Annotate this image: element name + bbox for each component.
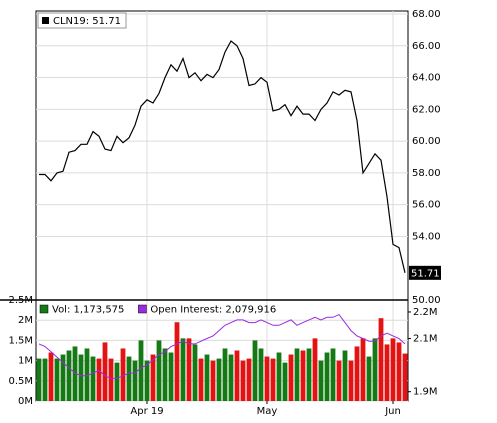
volume-bar xyxy=(300,350,306,401)
y-tick-label: 1.5M xyxy=(8,335,33,346)
volume-bar xyxy=(264,356,270,401)
volume-bar xyxy=(78,354,84,401)
volume-bar xyxy=(276,352,282,401)
volume-bar xyxy=(174,322,180,401)
y2-tick-label: 2.1M xyxy=(413,334,438,345)
volume-bar xyxy=(150,354,156,401)
last-price-box xyxy=(409,265,441,280)
y-tick-label: 0.5M xyxy=(8,376,33,387)
y-tick-label: 56.00 xyxy=(412,200,441,211)
volume-bar xyxy=(90,356,96,401)
volume-bar xyxy=(234,350,240,401)
volume-bar xyxy=(126,356,132,401)
legend-swatch xyxy=(138,304,147,314)
y2-tick-label: 1.9M xyxy=(413,387,438,398)
volume-bar xyxy=(354,346,360,401)
volume-bar xyxy=(258,348,264,401)
legend-swatch xyxy=(39,304,49,314)
volume-bar xyxy=(66,350,72,401)
volume-bar xyxy=(324,352,330,401)
y-tick-label: 50.00 xyxy=(412,295,441,306)
volume-bar xyxy=(138,340,144,401)
volume-bar xyxy=(270,358,276,401)
y-tick-label: 62.00 xyxy=(412,104,441,115)
volume-bar xyxy=(372,338,378,401)
volume-bar xyxy=(360,338,366,401)
volume-bar xyxy=(222,348,228,401)
volume-bar xyxy=(288,354,294,401)
last-price-label: 51.71 xyxy=(411,268,440,279)
volume-bar xyxy=(396,342,402,401)
x-tick-label: Apr 19 xyxy=(130,406,163,417)
volume-bar xyxy=(318,360,324,401)
volume-bar xyxy=(198,358,204,401)
volume-bar xyxy=(312,338,318,401)
volume-bar xyxy=(162,348,168,401)
legend-label: Open Interest: 2,079,916 xyxy=(150,305,276,316)
y-tick-label: 54.00 xyxy=(412,231,441,242)
y2-tick-label: 2.2M xyxy=(413,307,438,318)
volume-bar xyxy=(156,340,162,401)
legend-box xyxy=(37,12,127,29)
price-line xyxy=(39,40,406,273)
volume-bar xyxy=(348,360,354,401)
legend-label: CLN19: 51.71 xyxy=(53,16,121,27)
x-tick-label: May xyxy=(257,406,278,417)
volume-bar xyxy=(306,348,312,401)
y-tick-label: 60.00 xyxy=(412,136,441,147)
volume-bar xyxy=(330,348,336,401)
y-tick-label: 58.00 xyxy=(412,168,441,179)
volume-bar xyxy=(72,346,78,401)
y-tick-label: 1M xyxy=(18,356,33,367)
y-tick-label: 64.00 xyxy=(412,73,441,84)
volume-bar xyxy=(228,354,234,401)
volume-bar xyxy=(390,338,396,401)
volume-bar xyxy=(114,362,120,401)
open-interest-line xyxy=(38,313,406,379)
volume-bar xyxy=(282,362,288,401)
volume-bar xyxy=(336,360,342,401)
volume-bar xyxy=(216,358,222,401)
volume-bar xyxy=(108,358,114,401)
volume-bar xyxy=(180,338,186,401)
volume-bar xyxy=(168,352,174,401)
volume-bar xyxy=(144,360,150,401)
volume-bar xyxy=(120,348,126,401)
y-tick-label: 68.00 xyxy=(412,9,441,20)
x-tick-label: Jun xyxy=(384,406,401,417)
volume-bar xyxy=(378,318,384,401)
volume-bar xyxy=(102,342,108,401)
volume-bar xyxy=(96,358,102,401)
volume-bar xyxy=(186,338,192,401)
volume-bar xyxy=(204,354,210,401)
volume-bar xyxy=(42,358,48,401)
volume-bar xyxy=(402,353,408,401)
y-tick-label: 2M xyxy=(18,315,33,326)
legend-swatch xyxy=(42,17,49,24)
volume-bar xyxy=(342,350,348,401)
y-tick-label: 0M xyxy=(18,396,33,407)
volume-bar xyxy=(84,348,90,401)
y-tick-label: 66.00 xyxy=(412,41,441,52)
volume-bar xyxy=(132,360,138,401)
volume-bar xyxy=(54,358,60,401)
volume-bar xyxy=(210,360,216,401)
volume-bar xyxy=(36,358,42,401)
volume-bar xyxy=(60,354,66,401)
panel-frame xyxy=(35,10,409,301)
volume-bar xyxy=(48,352,54,401)
volume-bar xyxy=(192,344,198,401)
volume-bar xyxy=(240,360,246,401)
volume-bar xyxy=(252,340,258,401)
volume-bar xyxy=(246,358,252,401)
volume-bar xyxy=(384,344,390,401)
volume-bar xyxy=(366,356,372,401)
legend-label: Vol: 1,173,575 xyxy=(52,305,124,316)
volume-bar xyxy=(294,348,300,401)
